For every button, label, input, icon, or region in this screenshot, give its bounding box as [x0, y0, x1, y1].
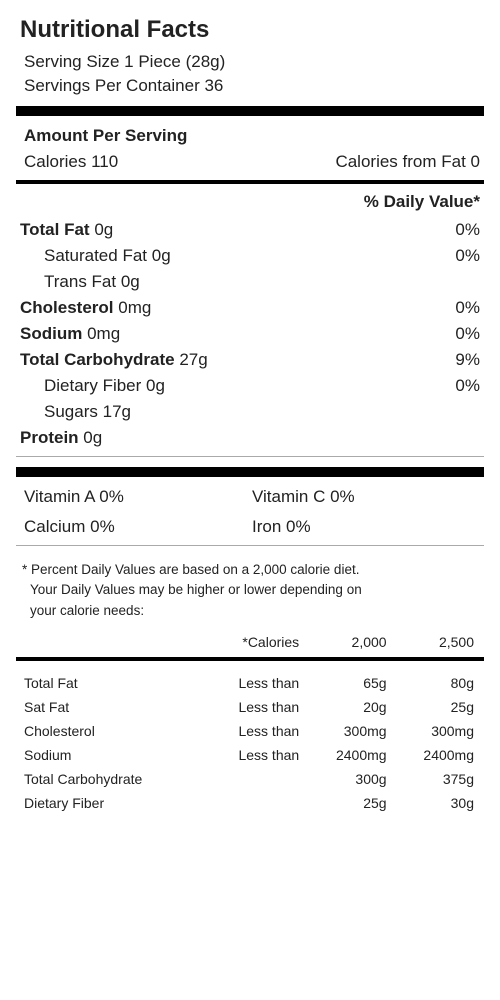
ref-2500: 80g — [393, 671, 480, 695]
ref-2500: 2400mg — [393, 743, 480, 767]
servings-per-container: Servings Per Container 36 — [24, 76, 480, 96]
serving-size: Serving Size 1 Piece (28g) — [24, 52, 480, 72]
ref-name: Total Fat — [20, 671, 204, 695]
daily-value-header: % Daily Value* — [20, 192, 480, 212]
nutrient-label: Total Carbohydrate — [20, 350, 175, 369]
calcium: Calcium 0% — [24, 517, 252, 537]
ref-2500: 375g — [393, 767, 480, 791]
nutrient-label: Cholesterol — [20, 298, 114, 317]
divider-med — [16, 180, 484, 184]
nutrient-amount: 0g — [146, 376, 165, 395]
calories-label: Calories 110 — [24, 152, 118, 172]
ref-name: Sat Fat — [20, 695, 204, 719]
nutrient-pct: 0% — [455, 324, 480, 344]
reference-table-body: Total FatLess than65g80gSat FatLess than… — [20, 671, 480, 815]
nutrient-label: Sodium — [20, 324, 82, 343]
th-calories: *Calories — [204, 631, 305, 653]
nutrient-fiber: Dietary Fiber 0g 0% — [20, 376, 480, 396]
nutrient-amount: 0g — [121, 272, 140, 291]
nutrient-pct: 0% — [455, 376, 480, 396]
divider-thick — [16, 106, 484, 116]
footnote-line: your calorie needs: — [22, 601, 480, 621]
ref-qual: Less than — [204, 695, 305, 719]
nutrient-amount: 0g — [94, 220, 113, 239]
nutrient-total-fat: Total Fat 0g 0% — [20, 220, 480, 240]
ref-name: Total Carbohydrate — [20, 767, 204, 791]
ref-qual: Less than — [204, 719, 305, 743]
nutrient-label: Trans Fat — [44, 272, 116, 291]
divider-thin — [16, 456, 484, 457]
footnote: * Percent Daily Values are based on a 2,… — [22, 560, 480, 621]
ref-2500: 30g — [393, 791, 480, 815]
ref-qual: Less than — [204, 743, 305, 767]
vitamin-a: Vitamin A 0% — [24, 487, 252, 507]
vitamins-row: Calcium 0% Iron 0% — [24, 517, 480, 537]
table-row: Dietary Fiber 25g30g — [20, 791, 480, 815]
iron: Iron 0% — [252, 517, 480, 537]
amount-per-serving-label: Amount Per Serving — [24, 126, 480, 146]
ref-2000: 65g — [305, 671, 392, 695]
nutrient-trans-fat: Trans Fat 0g — [20, 272, 480, 292]
th-2500: 2,500 — [393, 631, 480, 653]
nutrient-label: Total Fat — [20, 220, 90, 239]
calories-row: Calories 110 Calories from Fat 0 — [24, 152, 480, 172]
ref-2000: 20g — [305, 695, 392, 719]
th-blank — [20, 631, 204, 653]
nutrient-protein: Protein 0g — [20, 428, 480, 448]
ref-2500: 300mg — [393, 719, 480, 743]
title: Nutritional Facts — [20, 16, 480, 44]
nutrient-sugars: Sugars 17g — [20, 402, 480, 422]
ref-qual — [204, 791, 305, 815]
ref-2500: 25g — [393, 695, 480, 719]
ref-2000: 300g — [305, 767, 392, 791]
footnote-line: * Percent Daily Values are based on a 2,… — [22, 560, 480, 580]
nutrient-label: Dietary Fiber — [44, 376, 141, 395]
ref-2000: 2400mg — [305, 743, 392, 767]
divider-thick — [16, 467, 484, 477]
table-row: Sat FatLess than20g25g — [20, 695, 480, 719]
vitamin-c: Vitamin C 0% — [252, 487, 480, 507]
table-row: SodiumLess than2400mg2400mg — [20, 743, 480, 767]
calories-from-fat: Calories from Fat 0 — [335, 152, 480, 172]
ref-name: Cholesterol — [20, 719, 204, 743]
nutrient-label: Sugars — [44, 402, 98, 421]
nutrient-sodium: Sodium 0mg 0% — [20, 324, 480, 344]
nutrient-pct: 9% — [455, 350, 480, 370]
vitamins-row: Vitamin A 0% Vitamin C 0% — [24, 487, 480, 507]
nutrient-label: Saturated Fat — [44, 246, 147, 265]
nutrient-amount: 0mg — [87, 324, 120, 343]
ref-name: Sodium — [20, 743, 204, 767]
ref-2000: 25g — [305, 791, 392, 815]
nutrient-label: Protein — [20, 428, 79, 447]
nutrient-amount: 27g — [179, 350, 207, 369]
nutrient-pct: 0% — [455, 298, 480, 318]
table-row: CholesterolLess than300mg300mg — [20, 719, 480, 743]
ref-2000: 300mg — [305, 719, 392, 743]
divider-thin — [16, 545, 484, 546]
nutrient-amount: 0g — [83, 428, 102, 447]
ref-qual: Less than — [204, 671, 305, 695]
reference-table: *Calories 2,000 2,500 — [20, 631, 480, 653]
ref-name: Dietary Fiber — [20, 791, 204, 815]
nutrient-sat-fat: Saturated Fat 0g 0% — [20, 246, 480, 266]
nutrient-total-carb: Total Carbohydrate 27g 9% — [20, 350, 480, 370]
nutrient-pct: 0% — [455, 246, 480, 266]
ref-qual — [204, 767, 305, 791]
nutrient-pct: 0% — [455, 220, 480, 240]
divider-med — [16, 657, 484, 661]
nutrient-amount: 0mg — [118, 298, 151, 317]
th-2000: 2,000 — [305, 631, 392, 653]
nutrient-amount: 17g — [103, 402, 131, 421]
table-row: Total Carbohydrate 300g375g — [20, 767, 480, 791]
table-row: Total FatLess than65g80g — [20, 671, 480, 695]
nutrient-cholesterol: Cholesterol 0mg 0% — [20, 298, 480, 318]
table-header-row: *Calories 2,000 2,500 — [20, 631, 480, 653]
nutrient-amount: 0g — [152, 246, 171, 265]
footnote-line: Your Daily Values may be higher or lower… — [22, 580, 480, 600]
